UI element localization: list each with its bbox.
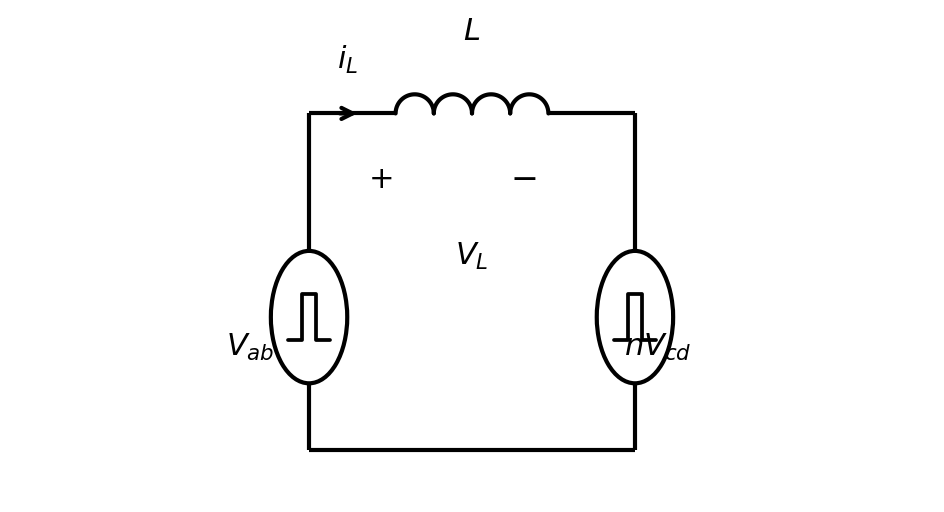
Text: $V_L$: $V_L$ [455, 241, 489, 271]
Text: $nV_{cd}$: $nV_{cd}$ [624, 332, 692, 363]
Ellipse shape [271, 251, 347, 383]
Text: $+$: $+$ [368, 165, 393, 194]
Text: $i_L$: $i_L$ [337, 44, 358, 76]
Text: $V_{ab}$: $V_{ab}$ [227, 332, 275, 363]
Text: $L$: $L$ [464, 16, 480, 48]
Ellipse shape [597, 251, 673, 383]
Text: $-$: $-$ [510, 161, 536, 194]
